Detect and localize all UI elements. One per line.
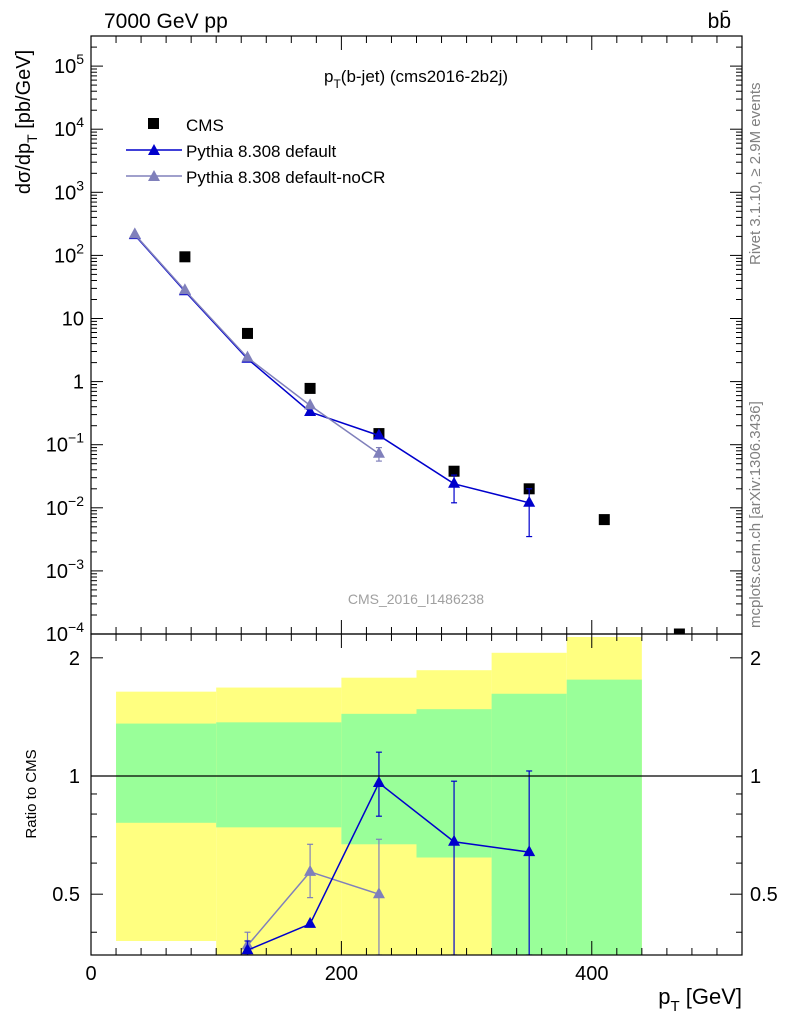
main-ytick-label-1: 104 (54, 114, 84, 141)
main-point-nocr-1 (178, 283, 191, 295)
energy-label: 7000 GeV pp (104, 10, 228, 33)
legend-marker-default (148, 144, 160, 155)
ratio-point-default-2 (372, 775, 385, 787)
green-band-0 (116, 723, 217, 823)
ratio-ytick-label-left-2: 2 (69, 648, 80, 670)
main-ytick-label-6: 10−1 (46, 430, 84, 457)
xlabel: pT [GeV] (658, 984, 742, 1015)
main-point-default-6 (523, 495, 536, 507)
mcplots-label: mcplots.cern.ch [arXiv:1306.3436] (747, 401, 764, 628)
legend-marker-nocr (148, 170, 160, 181)
main-point-cms-4 (448, 465, 460, 477)
main-point-default-5 (448, 476, 461, 488)
green-band-1 (216, 722, 342, 828)
ratio-ylabel: Ratio to CMS (23, 749, 40, 838)
ratio-point-default-0 (241, 943, 254, 955)
main-point-nocr-2 (241, 350, 254, 362)
main-ytick-label-2: 103 (54, 177, 84, 204)
xtick-label-1: 200 (325, 963, 358, 985)
ratio-point-nocr-1 (304, 864, 317, 876)
main-ytick-label-5: 1 (73, 372, 84, 394)
main-point-nocr-3 (304, 398, 317, 410)
main-ytick-label-0: 105 (54, 51, 84, 78)
ylabel-sub: T (24, 134, 40, 143)
legend-label-default: Pythia 8.308 default (186, 142, 337, 161)
process-label: bb̄ (708, 10, 731, 33)
main-point-default-3 (304, 404, 317, 416)
main-series-layer (128, 227, 685, 634)
xtick-label-2: 400 (575, 963, 608, 985)
ratio-point-default-3 (448, 834, 461, 846)
main-ytick-label-8: 10−3 (46, 556, 84, 583)
ratio-ytick-label-left-1: 1 (69, 766, 80, 788)
ratio-point-nocr-2 (372, 887, 385, 899)
main-ytick-label-9: 10−4 (46, 619, 84, 646)
xlabel-rest: [GeV] (680, 984, 742, 1009)
main-point-default-4 (372, 428, 385, 440)
rivet-label: Rivet 3.1.10, ≥ 2.9M events (747, 83, 764, 266)
ylabel-post: [pb/GeV] (13, 50, 35, 135)
ratio-ytick-label-right-2: 2 (750, 648, 761, 670)
main-line-default (134, 234, 530, 504)
xtick-label-0: 0 (85, 963, 96, 985)
green-band-5 (566, 679, 642, 955)
ratio-ytick-label-left-0: 0.5 (52, 884, 80, 906)
main-point-nocr-4 (372, 446, 385, 458)
legend-label-cms: CMS (186, 116, 224, 135)
main-ytick-label-3: 102 (54, 240, 84, 267)
ratio-series-layer (241, 751, 536, 955)
ratio-ytick-label-right-1: 1 (750, 766, 761, 788)
ratio-point-default-4 (523, 845, 536, 857)
main-point-cms-0 (179, 251, 191, 263)
title-base: p (324, 67, 333, 86)
main-ytick-label-4: 10 (62, 309, 84, 331)
ratio-point-default-1 (304, 916, 317, 928)
ylabel-pre: dσ/dp (13, 143, 35, 194)
chart-title: pT(b-jet) (cms2016-2b2j) (324, 67, 508, 91)
main-point-cms-6 (598, 514, 610, 526)
title-sub: T (333, 77, 341, 91)
main-line-nocr (134, 233, 380, 455)
main-ytick-label-7: 10−2 (46, 493, 84, 520)
main-point-nocr-0 (128, 227, 141, 239)
main-point-cms-1 (241, 327, 253, 339)
main-point-cms-2 (304, 382, 316, 394)
xlabel-base: p (658, 984, 670, 1009)
analysis-watermark: CMS_2016_I1486238 (348, 591, 484, 607)
legend-label-nocr: Pythia 8.308 default-noCR (186, 168, 385, 187)
legend-marker-cms (148, 118, 159, 129)
legend: CMS Pythia 8.308 default Pythia 8.308 de… (126, 116, 385, 187)
main-point-cms-7 (673, 628, 685, 634)
ratio-ytick-label-right-0: 0.5 (750, 884, 778, 906)
xlabel-sub: T (670, 998, 679, 1015)
title-rest: (b-jet) (cms2016-2b2j) (341, 67, 508, 86)
main-ylabel: dσ/dpT [pb/GeV] (13, 50, 40, 194)
